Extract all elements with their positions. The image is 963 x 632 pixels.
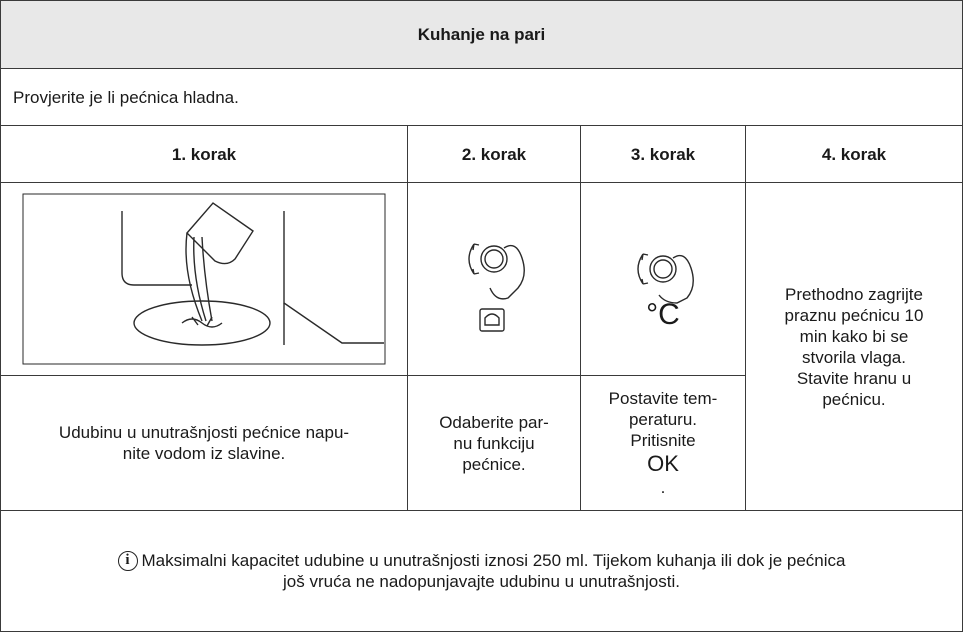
text-line: min kako bi se bbox=[799, 326, 909, 346]
step-header: 1. korak bbox=[0, 125, 408, 183]
note-line: i Maksimalni kapacitet udubine u unutraš… bbox=[117, 550, 846, 571]
title-cell: Kuhanje na pari bbox=[0, 0, 963, 69]
step-text-cell: Udubinu u unutrašnjosti pećnice napu- ni… bbox=[0, 375, 408, 511]
info-icon: i bbox=[117, 550, 138, 571]
text-line: nite vodom iz slavine. bbox=[122, 444, 286, 463]
step-header: 4. korak bbox=[745, 125, 963, 183]
step-text-cell: Prethodno zagrijte praznu pećnicu 10 min… bbox=[745, 182, 963, 511]
knob-icon bbox=[637, 252, 694, 304]
instruction: Provjerite je li pećnica hladna. bbox=[13, 87, 239, 107]
title: Kuhanje na pari bbox=[417, 25, 546, 44]
note-cell: i Maksimalni kapacitet udubine u unutraš… bbox=[0, 510, 963, 632]
text-line: Odaberite par- bbox=[439, 412, 549, 432]
note-text: još vruća ne nadopunjavajte udubinu u un… bbox=[283, 572, 680, 591]
text-line: pećnicu. bbox=[822, 389, 886, 409]
step-header-text: 4. korak bbox=[821, 144, 887, 164]
text-line: stvorila vlaga. bbox=[802, 347, 906, 367]
text-line: . bbox=[660, 478, 666, 497]
step-text-cell: Postavite tem- peraturu. Pritisnite OK . bbox=[580, 375, 746, 511]
step-image-cell: °C bbox=[580, 182, 746, 376]
text-line: Udubinu u unutrašnjosti pećnice napu- bbox=[58, 423, 350, 442]
step-header: 3. korak bbox=[580, 125, 746, 183]
step-header-text: 3. korak bbox=[630, 144, 696, 164]
temperature-symbol: °C bbox=[646, 297, 680, 331]
text-line: Pritisnite bbox=[630, 431, 696, 450]
step-header-text: 1. korak bbox=[171, 144, 237, 164]
step-header: 2. korak bbox=[407, 125, 581, 183]
ok-text: OK bbox=[647, 451, 679, 476]
text-line: Postavite tem- bbox=[608, 389, 718, 408]
text-line: pećnice. bbox=[462, 454, 526, 474]
step-image-cell bbox=[0, 182, 408, 376]
instruction-cell: Provjerite je li pećnica hladna. bbox=[0, 68, 963, 126]
text-line: nu funkciju bbox=[453, 433, 535, 453]
oven-illustration bbox=[22, 193, 386, 365]
text-line: Stavite hranu u bbox=[796, 368, 912, 388]
text-line: Prethodno zagrijte bbox=[785, 284, 923, 304]
step-header-text: 2. korak bbox=[461, 144, 527, 164]
note-text: Maksimalni kapacitet udubine u unutrašnj… bbox=[141, 551, 846, 570]
text-line: praznu pećnicu 10 bbox=[784, 305, 924, 325]
step-image-cell bbox=[407, 182, 581, 376]
text-line: peraturu. bbox=[628, 410, 698, 429]
step-text-cell: Odaberite par- nu funkciju pećnice. bbox=[407, 375, 581, 511]
knob-icon bbox=[468, 243, 525, 332]
